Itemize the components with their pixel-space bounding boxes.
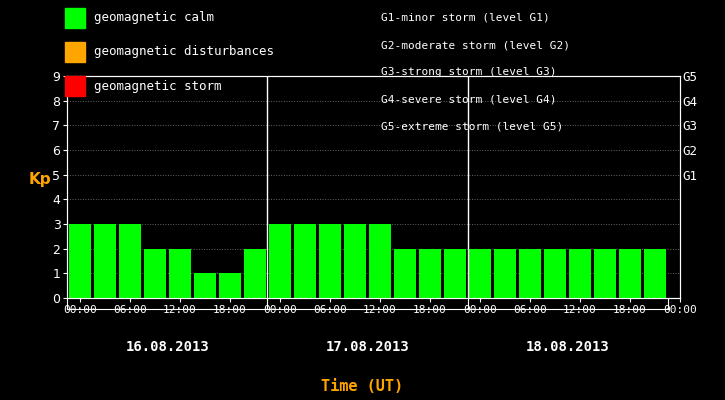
Text: 17.08.2013: 17.08.2013 — [326, 340, 410, 354]
Text: G2-moderate storm (level G2): G2-moderate storm (level G2) — [381, 40, 570, 50]
Bar — [94, 224, 116, 298]
Text: G1-minor storm (level G1): G1-minor storm (level G1) — [381, 13, 550, 23]
Text: G4-severe storm (level G4): G4-severe storm (level G4) — [381, 95, 556, 105]
Bar — [319, 224, 341, 298]
Bar — [369, 224, 391, 298]
Text: 18.08.2013: 18.08.2013 — [526, 340, 610, 354]
Text: geomagnetic calm: geomagnetic calm — [94, 12, 214, 24]
Bar — [519, 249, 541, 298]
Bar — [69, 224, 91, 298]
Bar — [169, 249, 191, 298]
Y-axis label: Kp: Kp — [28, 172, 51, 187]
Bar — [544, 249, 566, 298]
Text: geomagnetic storm: geomagnetic storm — [94, 80, 221, 92]
Bar — [244, 249, 266, 298]
Bar — [619, 249, 641, 298]
Text: Time (UT): Time (UT) — [321, 379, 404, 394]
Bar — [444, 249, 466, 298]
Text: geomagnetic disturbances: geomagnetic disturbances — [94, 46, 273, 58]
Text: 16.08.2013: 16.08.2013 — [125, 340, 210, 354]
Bar — [144, 249, 166, 298]
Bar — [594, 249, 616, 298]
Bar — [119, 224, 141, 298]
Bar — [569, 249, 591, 298]
Text: G5-extreme storm (level G5): G5-extreme storm (level G5) — [381, 122, 563, 132]
Bar — [194, 273, 216, 298]
Bar — [344, 224, 366, 298]
Bar — [494, 249, 516, 298]
Bar — [269, 224, 291, 298]
Bar — [294, 224, 316, 298]
Bar — [644, 249, 666, 298]
Bar — [219, 273, 241, 298]
Bar — [394, 249, 416, 298]
Bar — [469, 249, 491, 298]
Text: G3-strong storm (level G3): G3-strong storm (level G3) — [381, 68, 556, 78]
Bar — [419, 249, 441, 298]
